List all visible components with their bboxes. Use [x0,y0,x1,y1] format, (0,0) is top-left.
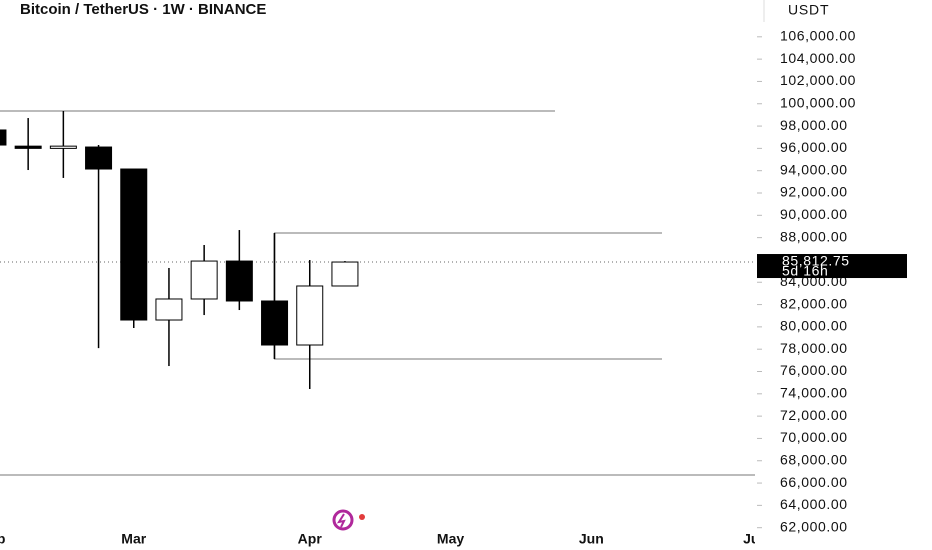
x-tick-label: Feb [0,531,5,547]
y-tick-label: 76,000.00 [780,362,848,378]
candle-body [49,145,77,149]
candle-body [14,145,42,149]
y-tick-label: 88,000.00 [780,228,848,244]
x-tick-label: Jul [743,531,763,547]
axis-unit: USDT [788,2,829,18]
countdown: 5d 16h [782,263,828,279]
y-tick-label: 98,000.00 [780,117,848,133]
y-tick-label: 92,000.00 [780,184,848,200]
y-tick-label: 78,000.00 [780,340,848,356]
y-tick-label: 66,000.00 [780,474,848,490]
y-tick-label: 68,000.00 [780,451,848,467]
y-tick-label: 100,000.00 [780,94,856,110]
candle-body [120,168,148,321]
x-tick-label: Apr [298,531,323,547]
y-tick-label: 74,000.00 [780,385,848,401]
y-tick-label: 102,000.00 [780,72,856,88]
chart-title: Bitcoin / TetherUS · 1W · BINANCE [20,1,266,18]
last-price-label: 85,812.75 [782,253,850,269]
x-tick-label: Mar [121,531,146,547]
candle-body [190,260,218,300]
y-tick-label: 96,000.00 [780,139,848,155]
candle-body [155,298,183,321]
y-tick-label: 82,000.00 [780,295,848,311]
y-tick-label: 70,000.00 [780,429,848,445]
y-tick-label: 72,000.00 [780,407,848,423]
y-tick-label: 106,000.00 [780,28,856,44]
candle-body [296,285,324,346]
x-tick-label: Jun [579,531,604,547]
y-tick-label: 80,000.00 [780,318,848,334]
logo [332,509,365,531]
candle-body [331,261,359,287]
candle-body [85,146,113,170]
y-tick-label: 90,000.00 [780,206,848,222]
y-tick-label: 94,000.00 [780,161,848,177]
y-tick-label: 64,000.00 [780,496,848,512]
plot-area: Feb Mar Apr May Jun Jul [0,110,763,547]
candle-body [225,260,253,302]
candle-body [0,129,7,146]
y-tick-label: 62,000.00 [780,518,848,534]
y-tick-label: 104,000.00 [780,50,856,66]
x-tick-label: May [437,531,464,547]
candle-body [261,300,289,346]
last-price-badge [757,254,907,279]
